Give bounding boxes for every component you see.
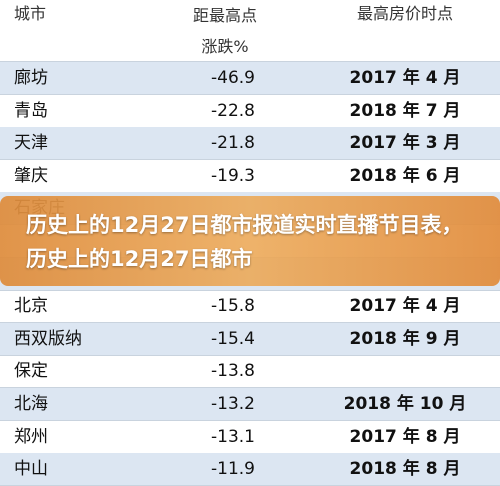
table-cell: -11.9	[211, 459, 255, 480]
table-cell: 2018 年 10 月	[343, 394, 467, 414]
table-cell: -13.1	[211, 426, 255, 447]
table-row: 中山 -11.9 2018 年 8 月	[0, 453, 500, 486]
table-cell: -46.9	[211, 68, 255, 88]
table-cell: -21.8	[211, 133, 255, 154]
header-cell: 最高房价时点	[356, 4, 453, 23]
table-cell: 2017 年 4 月	[349, 296, 461, 317]
table-row: 西双版纳 -15.4 2018 年 9 月	[0, 322, 500, 356]
table-row: 青岛 -22.8 2018 年 7 月	[0, 95, 500, 128]
table-cell: 2017 年 4 月	[349, 68, 461, 88]
table-cell: -15.8	[211, 296, 255, 317]
table-row: 北海 -13.2 2018 年 10 月	[0, 388, 500, 421]
table-cell: -22.8	[211, 100, 255, 121]
table-cell: 北海	[14, 394, 48, 414]
table-cell: 天津	[14, 133, 48, 154]
table-row: 保定 -13.8	[0, 355, 500, 389]
table-cell: 廊坊	[14, 68, 48, 88]
header-cell: 距最高点涨跌%	[192, 6, 257, 56]
table-cell: 2018 年 6 月	[349, 165, 461, 186]
table-cell: -13.8	[211, 361, 255, 382]
table-cell: -19.3	[211, 165, 255, 186]
table-cell: 2017 年 3 月	[349, 133, 461, 154]
table-cell: 保定	[14, 361, 48, 382]
table-cell: 2017 年 8 月	[349, 426, 461, 447]
table-cell: 2018 年 9 月	[349, 328, 461, 349]
table-row: 肇庆 -19.3 2018 年 6 月	[0, 160, 500, 193]
table-cell: -13.2	[211, 394, 255, 414]
table-cell: 肇庆	[14, 165, 48, 186]
header-cell: 城市	[14, 4, 47, 23]
banner: 历史上的12月27日都市报道实时直播节目表，历史上的12月27日都市	[0, 196, 500, 286]
table-cell: 青岛	[14, 100, 48, 121]
table-header: 城市 距最高点涨跌% 最高房价时点	[0, 0, 500, 62]
table-cell: 西双版纳	[14, 328, 82, 349]
table-cell: 郑州	[14, 426, 48, 447]
table-row: 郑州 -13.1 2017 年 8 月	[0, 421, 500, 454]
table-row: 廊坊 -46.9 2017 年 4 月	[0, 62, 500, 95]
table-row: 天津 -21.8 2017 年 3 月	[0, 127, 500, 161]
table-row: 北京 -15.8 2017 年 4 月	[0, 290, 500, 324]
table-cell: -15.4	[211, 328, 255, 349]
table-cell: 北京	[14, 296, 48, 317]
table-cell: 2018 年 7 月	[349, 100, 461, 121]
table-cell: 2018 年 8 月	[349, 459, 461, 480]
table-cell: 中山	[14, 459, 48, 480]
